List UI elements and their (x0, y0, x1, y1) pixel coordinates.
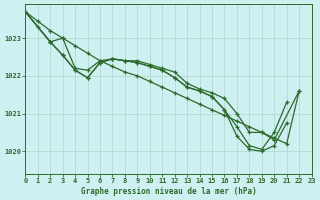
X-axis label: Graphe pression niveau de la mer (hPa): Graphe pression niveau de la mer (hPa) (81, 187, 256, 196)
